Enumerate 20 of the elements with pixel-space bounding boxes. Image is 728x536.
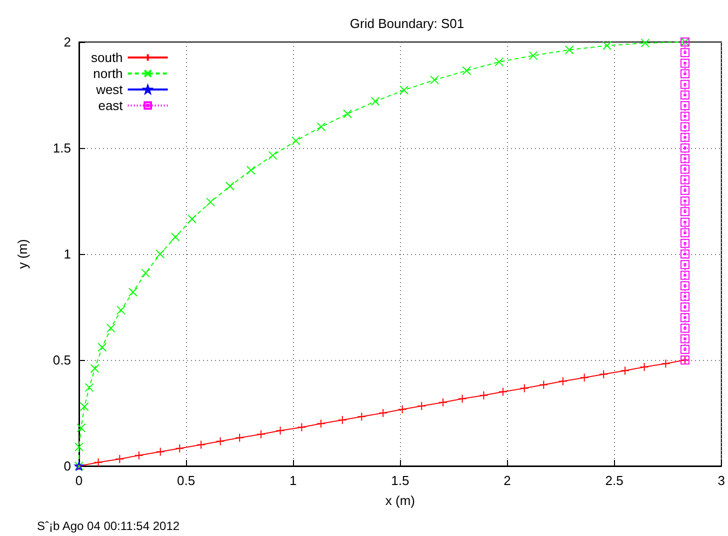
y-tick-label: 0 <box>64 458 71 474</box>
y-tick-label: 0.5 <box>52 352 71 368</box>
x-tick-label: 3 <box>718 473 725 488</box>
y-tick-label: 2 <box>64 34 71 50</box>
y-axis-title: y (m) <box>15 239 30 269</box>
chart-title: Grid Boundary: S01 <box>350 16 464 31</box>
y-tick-label: 1.5 <box>52 140 71 156</box>
text: Sˆ¡b Ago 04 00:11:54 2012 <box>37 519 180 533</box>
x-tick-label: 1.5 <box>391 473 410 488</box>
legend-label: west <box>95 82 124 97</box>
x-tick-label: 0 <box>75 473 83 488</box>
x-tick-label: 2.5 <box>605 473 624 488</box>
legend-label: north <box>93 66 123 81</box>
y-tick-label: 1 <box>64 246 71 262</box>
x-tick-label: 2 <box>504 473 511 488</box>
x-tick-label: 0.5 <box>177 473 196 488</box>
legend-label: south <box>90 50 123 65</box>
x-tick-label: 1 <box>290 473 297 488</box>
legend-label: east <box>98 98 124 113</box>
x-axis-title: x (m) <box>385 493 415 508</box>
